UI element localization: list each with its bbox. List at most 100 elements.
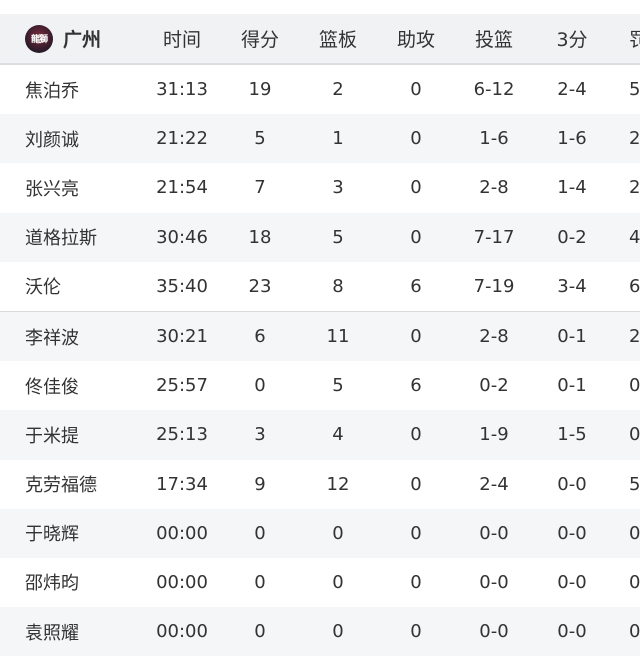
rebounds-cell: 4 [332, 424, 344, 446]
free-throws-cell: 2 [629, 326, 640, 348]
assists-cell: 0 [410, 177, 422, 199]
assists-cell: 6 [410, 275, 422, 297]
minutes-cell: 21:22 [156, 128, 208, 150]
rebounds-cell: 1 [332, 128, 344, 150]
free-throws-cell: 5 [629, 79, 640, 101]
three-pointers-cell: 0-0 [557, 522, 587, 544]
table-row[interactable]: 焦泊乔 31:13 19 2 0 6-12 2-4 5 [0, 65, 640, 114]
field-goals-cell: 7-17 [473, 226, 515, 248]
field-goals-cell: 0-2 [479, 375, 509, 397]
field-goals-cell: 2-8 [479, 326, 509, 348]
player-name-cell: 于晓辉 [25, 524, 79, 546]
field-goals-cell: 1-6 [479, 128, 509, 150]
three-pointers-cell: 1-4 [557, 177, 587, 199]
three-pointers-cell: 0-1 [557, 375, 587, 397]
column-header-three-pointers[interactable]: 3分 [556, 29, 588, 51]
three-pointers-cell: 0-1 [557, 326, 587, 348]
box-score-table: 龍獅 广州 时间 得分 篮板 助攻 投篮 3分 罚 焦泊乔 31:13 1 9 2 0 6-… [0, 14, 640, 656]
player-name-cell: 李祥波 [25, 327, 79, 349]
table-row[interactable]: 道格拉斯 30:46 18 5 0 7-17 0-2 4 [0, 212, 640, 262]
assists-cell: 0 [410, 128, 422, 150]
table-row[interactable]: 张兴亮 21:54 7 3 0 2-8 1-4 2 [0, 163, 640, 212]
column-header-free-throws[interactable]: 罚 [629, 29, 640, 51]
field-goals-cell: 2-8 [479, 177, 509, 199]
three-pointers-cell: 2-4 [557, 79, 587, 101]
points-cell: 7 [254, 177, 266, 199]
assists-cell: 0 [410, 226, 422, 248]
minutes-cell: 25:13 [156, 424, 208, 446]
table-row[interactable]: 邵炜昀 00:00 0 0 0 0-0 0-0 0 [0, 558, 640, 607]
minutes-cell: 00:00 [156, 621, 208, 643]
points-cell: 0 [254, 621, 266, 643]
minutes-cell: 00:00 [156, 522, 208, 544]
points-cell: 23 [248, 275, 272, 297]
rebounds-cell: 11 [326, 326, 350, 348]
column-header-assists[interactable]: 助攻 [396, 29, 435, 51]
player-name-cell: 刘颜诚 [25, 129, 79, 151]
player-name-cell: 邵炜昀 [25, 573, 79, 595]
three-pointers-cell: 1-6 [557, 128, 587, 150]
table-row[interactable]: 克劳福德 17:34 9 12 0 2-4 0-0 5 [0, 460, 640, 509]
free-throws-cell: 5 [629, 473, 640, 495]
three-pointers-cell: 1-5 [557, 424, 587, 446]
player-name-cell: 克劳福德 [25, 475, 97, 497]
minutes-cell: 35:40 [156, 275, 208, 297]
player-name-cell: 道格拉斯 [25, 228, 97, 250]
table-row[interactable]: 袁照耀 00:00 0 0 0 0-0 0-0 0 [0, 607, 640, 656]
column-header-field-goals[interactable]: 投篮 [474, 29, 513, 51]
points-cell: 3 [254, 424, 266, 446]
minutes-cell: 17:34 [156, 473, 208, 495]
rebounds-cell: 3 [332, 177, 344, 199]
points-cell: 6 [254, 326, 266, 348]
table-row[interactable]: 于晓辉 00:00 0 0 0 0-0 0-0 0 [0, 508, 640, 558]
free-throws-cell: 0 [629, 621, 640, 643]
team-logo-icon: 龍獅 [25, 24, 53, 53]
free-throws-cell: 0 [629, 375, 640, 397]
free-throws-cell: 2 [629, 177, 640, 199]
player-name-cell: 佟佳俊 [25, 376, 79, 398]
assists-cell: 0 [410, 473, 422, 495]
assists-cell: 0 [410, 326, 422, 348]
three-pointers-cell: 0-2 [557, 226, 587, 248]
assists-cell: 0 [410, 522, 422, 544]
free-throws-cell: 6 [629, 275, 640, 297]
field-goals-cell: 0-0 [479, 522, 509, 544]
three-pointers-cell: 0-0 [557, 473, 587, 495]
points-cell: 0 [254, 375, 266, 397]
column-header-time[interactable]: 时间 [162, 29, 201, 51]
team-name: 广州 [63, 29, 102, 51]
table-row[interactable]: 刘颜诚 21:22 5 1 0 1-6 1-6 2 [0, 114, 640, 164]
rebounds-cell: 0 [332, 522, 344, 544]
field-goals-cell: 0-0 [479, 571, 509, 593]
rebounds-cell: 12 [326, 473, 350, 495]
player-name-cell: 沃伦 [25, 277, 61, 299]
column-header-points[interactable]: 得分 [240, 29, 279, 51]
table-row[interactable]: 于米提 25:13 3 4 0 1-9 1-5 0 [0, 410, 640, 460]
minutes-cell: 31:13 [156, 79, 208, 101]
field-goals-cell: 1-9 [479, 424, 509, 446]
player-name-cell: 张兴亮 [25, 178, 79, 200]
table-row[interactable]: 李祥波 30:21 6 11 0 2-8 0-1 2 [0, 311, 640, 362]
minutes-cell: 21:54 [156, 177, 208, 199]
minutes-cell: 25:57 [156, 375, 208, 397]
field-goals-cell: 6-12 [473, 79, 515, 101]
points-cell: 0 [254, 522, 266, 544]
table-row[interactable]: 沃伦 35:40 23 8 6 7-19 3-4 6 [0, 262, 640, 312]
free-throws-cell: 0 [629, 571, 640, 593]
points-cell: 5 [254, 128, 266, 150]
assists-cell: 0 [410, 79, 422, 101]
player-name-cell: 袁照耀 [25, 622, 79, 644]
column-header-rebounds[interactable]: 篮板 [318, 29, 357, 51]
points-cell: 9 [254, 473, 266, 495]
player-name-cell: 焦泊乔 [25, 80, 79, 102]
rebounds-cell: 2 [332, 79, 344, 101]
free-throws-cell: 2 [629, 128, 640, 150]
rebounds-cell: 5 [332, 226, 344, 248]
assists-cell: 0 [410, 621, 422, 643]
table-row[interactable]: 佟佳俊 25:57 0 5 6 0-2 0-1 0 [0, 361, 640, 410]
points-cell: 0 [254, 571, 266, 593]
free-throws-cell: 0 [629, 424, 640, 446]
three-pointers-cell: 3-4 [557, 275, 587, 297]
assists-cell: 0 [410, 424, 422, 446]
rebounds-cell: 5 [332, 375, 344, 397]
